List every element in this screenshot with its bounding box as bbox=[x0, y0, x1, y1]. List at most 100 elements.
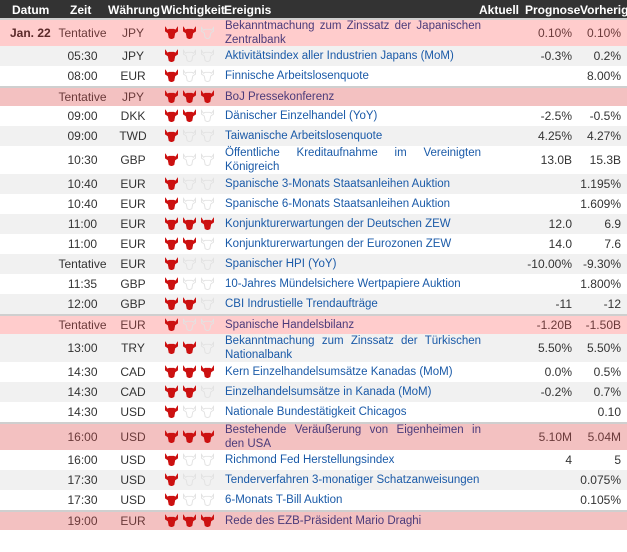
table-row[interactable]: 17:30 USD 6-Monats T-Bill Auktion 0.105% bbox=[0, 490, 627, 510]
importance-rating bbox=[164, 385, 215, 399]
forecast-cell: -0.3% bbox=[540, 49, 572, 63]
currency-cell: JPY bbox=[121, 90, 144, 104]
header-date[interactable]: Datum bbox=[12, 3, 50, 17]
bull-icon bbox=[165, 405, 178, 419]
bull-icon bbox=[165, 90, 178, 104]
currency-cell: GBP bbox=[120, 277, 146, 291]
bull-icon bbox=[201, 493, 214, 507]
time-cell: 10:40 bbox=[67, 177, 98, 191]
event-link[interactable]: Tenderverfahren 3-monatiger Schatzanweis… bbox=[225, 474, 480, 486]
table-row[interactable]: Jan. 22 Tentative JPY Bekanntmachung zum Zi… bbox=[0, 18, 627, 46]
forecast-cell: -2.5% bbox=[540, 109, 572, 123]
bull-icon bbox=[201, 341, 214, 355]
previous-cell: 5 bbox=[614, 453, 621, 467]
table-row[interactable]: 11:00 EUR Konjunkturerwartungen der Eurozo… bbox=[0, 234, 627, 254]
header-forecast[interactable]: Prognose bbox=[525, 3, 581, 17]
event-link[interactable]: Kern Einzelhandelsumsätze Kanadas (MoM) bbox=[225, 366, 453, 378]
time-cell: 19:00 bbox=[67, 514, 98, 528]
table-row[interactable]: 16:00 USD Bestehende Veräußerung von Eigen… bbox=[0, 422, 627, 450]
currency-cell: TRY bbox=[121, 341, 145, 355]
table-row[interactable]: Tentative EUR Spanischer HPI (YoY) -10.00% -… bbox=[0, 254, 627, 274]
table-row[interactable]: 10:30 GBP Öffentliche Kreditaufnahme im Ve… bbox=[0, 146, 627, 174]
table-row[interactable]: 14:30 CAD Einzelhandelsumsätze in Kanada (… bbox=[0, 382, 627, 402]
table-row[interactable]: 09:00 TWD Taiwanische Arbeitslosenquote 4.2… bbox=[0, 126, 627, 146]
table-row[interactable]: 08:00 EUR Finnische Arbeitslosenquote 8.00% bbox=[0, 66, 627, 86]
previous-cell: 0.7% bbox=[593, 385, 621, 399]
event-link[interactable]: Spanische Handelsbilanz bbox=[225, 319, 355, 331]
table-row[interactable]: 09:00 DKK Dänischer Einzelhandel (YoY) -2.5… bbox=[0, 106, 627, 126]
table-row[interactable]: 12:00 GBP CBI Indrustielle Trendaufträge -1… bbox=[0, 294, 627, 314]
event-link[interactable]: CBI Indrustielle Trendaufträge bbox=[225, 298, 378, 310]
bull-icon bbox=[165, 129, 178, 143]
time-cell: 14:30 bbox=[67, 365, 98, 379]
header-time[interactable]: Zeit bbox=[70, 3, 92, 17]
bull-icon bbox=[201, 90, 214, 104]
event-link[interactable]: Spanischer HPI (YoY) bbox=[225, 258, 337, 270]
time-cell: 16:00 bbox=[67, 430, 98, 444]
table-row[interactable]: 13:00 TRY Bekanntmachung zum Zinssatz der … bbox=[0, 334, 627, 362]
bull-icon bbox=[201, 405, 214, 419]
bull-icon bbox=[183, 129, 196, 143]
event-link[interactable]: BoJ Pressekonferenz bbox=[225, 91, 335, 103]
table-row[interactable]: 16:00 USD Richmond Fed Herstellungsindex 4 5 bbox=[0, 450, 627, 470]
time-cell: 09:00 bbox=[67, 129, 98, 143]
event-link[interactable]: 6-Monats T-Bill Auktion bbox=[225, 494, 343, 506]
table-row[interactable]: 11:00 EUR Konjunkturerwartungen der Deutsc… bbox=[0, 214, 627, 234]
header-event[interactable]: Ereignis bbox=[224, 3, 272, 17]
event-link[interactable]: Einzelhandelsumsätze in Kanada (MoM) bbox=[225, 386, 432, 398]
header-actual[interactable]: Aktuell bbox=[479, 3, 520, 17]
table-row[interactable]: 05:30 JPY Aktivitätsindex aller Industrien… bbox=[0, 46, 627, 66]
time-cell: 05:30 bbox=[67, 49, 98, 63]
importance-rating bbox=[164, 493, 215, 507]
table-row[interactable]: Tentative EUR Spanische Handelsbilanz -1.20… bbox=[0, 314, 627, 334]
bull-icon bbox=[201, 277, 214, 291]
bull-icon bbox=[165, 297, 178, 311]
header-currency[interactable]: Währung bbox=[108, 3, 160, 17]
bull-icon bbox=[201, 430, 214, 444]
table-row[interactable]: 17:30 USD Tenderverfahren 3-monatiger Scha… bbox=[0, 470, 627, 490]
bull-icon bbox=[165, 473, 178, 487]
event-link[interactable]: Spanische 6-Monats Staatsanleihen Auktio… bbox=[225, 198, 451, 210]
currency-cell: EUR bbox=[120, 318, 146, 332]
previous-cell: 1.609% bbox=[580, 197, 621, 211]
bull-icon bbox=[183, 385, 196, 399]
table-row[interactable]: 11:35 GBP 10-Jahres Mündelsichere Wertpapi… bbox=[0, 274, 627, 294]
header-importance[interactable]: Wichtigkeit bbox=[161, 3, 225, 17]
event-link[interactable]: Bekanntmachung zum Zinssatz der Türkisch… bbox=[225, 335, 481, 361]
event-link[interactable]: Spanische 3-Monats Staatsanleihen Auktio… bbox=[225, 178, 451, 190]
event-link[interactable]: Finnische Arbeitslosenquote bbox=[225, 70, 369, 82]
previous-cell: -1.50B bbox=[585, 318, 621, 332]
event-link[interactable]: Öffentliche Kreditaufnahme im Vereinigte… bbox=[225, 147, 481, 173]
previous-cell: 0.5% bbox=[593, 365, 621, 379]
event-link[interactable]: Konjunkturerwartungen der Deutschen ZEW bbox=[225, 218, 451, 230]
event-link[interactable]: Bekanntmachung zum Zinssatz der Japanisc… bbox=[225, 20, 481, 46]
forecast-cell: 4.25% bbox=[537, 129, 572, 143]
importance-rating bbox=[164, 341, 215, 355]
event-link[interactable]: Konjunkturerwartungen der Eurozonen ZEW bbox=[225, 238, 452, 250]
table-row[interactable]: 14:30 CAD Kern Einzelhandelsumsätze Kanada… bbox=[0, 362, 627, 382]
event-link[interactable]: Taiwanische Arbeitslosenquote bbox=[225, 130, 383, 142]
event-link[interactable]: Bestehende Veräußerung von Eigenheimen i… bbox=[225, 424, 481, 450]
table-row[interactable]: Tentative JPY BoJ Pressekonferenz bbox=[0, 86, 627, 106]
bull-icon bbox=[183, 405, 196, 419]
currency-cell: DKK bbox=[120, 109, 146, 123]
header-previous[interactable]: Vorherig bbox=[580, 3, 627, 17]
table-row[interactable]: 10:40 EUR Spanische 6-Monats Staatsanleihe… bbox=[0, 194, 627, 214]
previous-cell: 7.6 bbox=[604, 237, 621, 251]
bull-icon bbox=[183, 49, 196, 63]
event-link[interactable]: Dänischer Einzelhandel (YoY) bbox=[225, 110, 378, 122]
time-cell: 12:00 bbox=[67, 297, 98, 311]
table-row[interactable]: 10:40 EUR Spanische 3-Monats Staatsanleihe… bbox=[0, 174, 627, 194]
event-link[interactable]: Rede des EZB-Präsident Mario Draghi bbox=[225, 515, 422, 527]
event-link[interactable]: Nationale Bundestätigkeit Chicagos bbox=[225, 406, 407, 418]
importance-rating bbox=[164, 69, 215, 83]
event-link[interactable]: Aktivitätsindex aller Industrien Japans … bbox=[225, 50, 454, 62]
currency-cell: CAD bbox=[120, 365, 146, 379]
table-row[interactable]: 19:00 EUR Rede des EZB-Präsident Mario Dra… bbox=[0, 510, 627, 530]
event-link[interactable]: 10-Jahres Mündelsichere Wertpapiere Aukt… bbox=[225, 278, 461, 290]
date-cell: Jan. 22 bbox=[10, 26, 51, 40]
previous-cell: 15.3B bbox=[589, 153, 621, 167]
table-row[interactable]: 14:30 USD Nationale Bundestätigkeit Chicag… bbox=[0, 402, 627, 422]
event-link[interactable]: Richmond Fed Herstellungsindex bbox=[225, 454, 395, 466]
bull-icon bbox=[201, 109, 214, 123]
